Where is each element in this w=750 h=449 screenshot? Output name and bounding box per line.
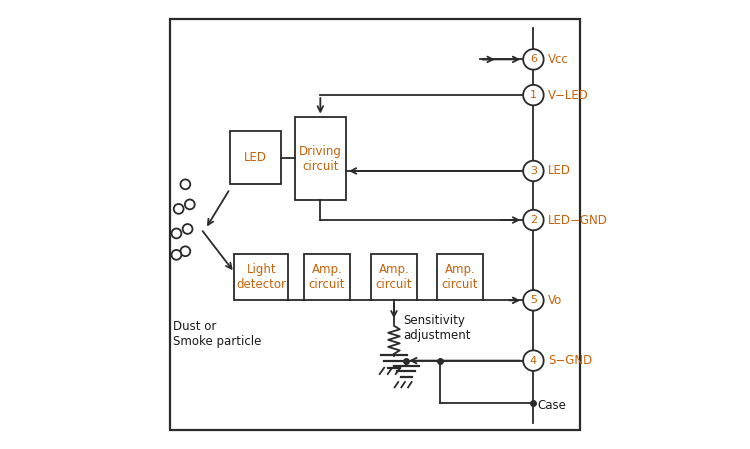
Circle shape — [172, 229, 182, 238]
Bar — [295, 117, 346, 200]
Circle shape — [183, 224, 193, 234]
Text: Dust or
Smoke particle: Dust or Smoke particle — [173, 320, 262, 348]
Circle shape — [172, 250, 182, 260]
Circle shape — [181, 180, 190, 189]
Text: LED: LED — [244, 151, 267, 164]
Text: LED−GND: LED−GND — [548, 214, 608, 227]
Text: Vcc: Vcc — [548, 53, 569, 66]
Bar — [304, 254, 350, 300]
Text: 5: 5 — [530, 295, 537, 305]
Text: 6: 6 — [530, 54, 537, 64]
Circle shape — [524, 49, 544, 70]
Bar — [436, 254, 484, 300]
Text: Driving
circuit: Driving circuit — [299, 145, 342, 173]
Circle shape — [181, 247, 190, 256]
Circle shape — [185, 199, 195, 209]
Bar — [230, 131, 281, 185]
Circle shape — [524, 290, 544, 311]
Text: Light
detector: Light detector — [236, 263, 286, 291]
Text: 2: 2 — [530, 215, 537, 225]
Text: Amp.
circuit: Amp. circuit — [309, 263, 345, 291]
Text: Amp.
circuit: Amp. circuit — [442, 263, 479, 291]
Circle shape — [524, 350, 544, 371]
Text: Amp.
circuit: Amp. circuit — [376, 263, 413, 291]
Text: S−GND: S−GND — [548, 354, 592, 367]
Circle shape — [524, 85, 544, 106]
Text: LED: LED — [548, 164, 572, 177]
Text: 3: 3 — [530, 166, 537, 176]
Circle shape — [524, 161, 544, 181]
Text: Case: Case — [537, 399, 566, 412]
Text: V−LED: V−LED — [548, 88, 589, 101]
Circle shape — [174, 204, 184, 214]
Text: 1: 1 — [530, 90, 537, 100]
Text: 4: 4 — [530, 356, 537, 365]
Bar — [370, 254, 418, 300]
Text: Vo: Vo — [548, 294, 562, 307]
Text: Sensitivity
adjustment: Sensitivity adjustment — [403, 314, 470, 342]
Circle shape — [524, 210, 544, 230]
Bar — [235, 254, 288, 300]
